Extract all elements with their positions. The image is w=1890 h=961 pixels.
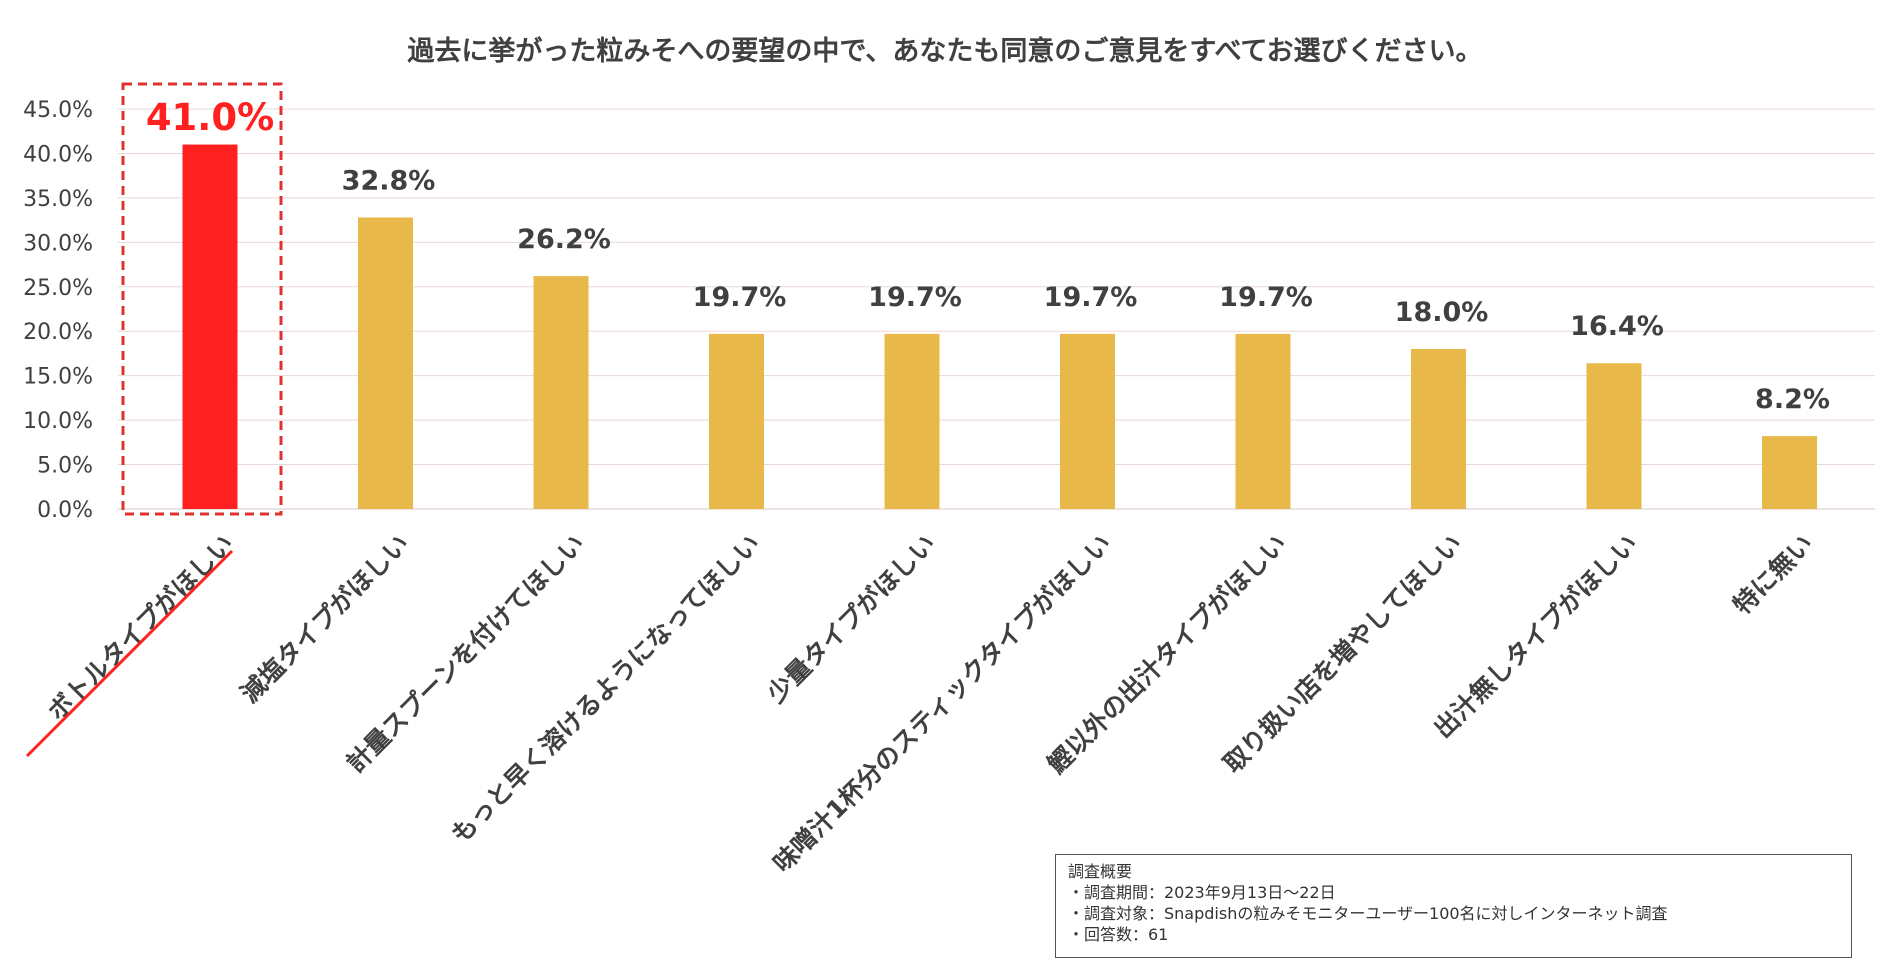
y-tick-label: 40.0%: [23, 142, 93, 167]
category-label: 少量タイプがほしい: [761, 529, 941, 709]
survey-period: ・調査期間：2023年9月13日～22日: [1068, 883, 1336, 902]
y-tick-label: 20.0%: [23, 320, 93, 345]
category-label: 減塩タイプがほしい: [235, 529, 415, 709]
highlight-underline: [25, 549, 234, 758]
bar: [533, 276, 589, 509]
data-label: 16.4%: [1570, 311, 1664, 342]
y-tick-label: 35.0%: [23, 187, 93, 212]
y-tick-label: 0.0%: [37, 498, 93, 523]
data-label: 41.0%: [146, 96, 274, 139]
bar: [1586, 363, 1642, 509]
survey-heading: 調査概要: [1068, 862, 1133, 881]
category-label: 味噌汁1杯分のスティックタイプがほしい: [767, 529, 1116, 878]
data-label: 19.7%: [868, 282, 962, 313]
bar: [1060, 333, 1115, 509]
y-tick-label: 5.0%: [37, 454, 93, 479]
y-tick-label: 45.0%: [23, 98, 93, 123]
y-tick-label: 10.0%: [23, 409, 93, 434]
data-label: 26.2%: [517, 224, 611, 255]
survey-responses: ・回答数：61: [1068, 925, 1169, 944]
data-label: 19.7%: [693, 282, 787, 313]
survey-summary-box: 調査概要 ・調査期間：2023年9月13日～22日 ・調査対象：Snapdish…: [1055, 854, 1852, 958]
category-label: ボトルタイプがほしい: [42, 529, 239, 726]
bar: [709, 333, 764, 509]
chart-title: 過去に挙がった粒みそへの要望の中で、あなたも同意のご意見をすべてお選びください。: [407, 35, 1482, 67]
data-label: 8.2%: [1755, 384, 1830, 415]
y-tick-label: 30.0%: [23, 231, 93, 256]
category-label: もっと早く溶けるようになってほしい: [446, 529, 766, 849]
data-label: 18.0%: [1395, 297, 1489, 328]
data-label: 19.7%: [1044, 282, 1138, 313]
bar: [1235, 333, 1291, 509]
category-label: 特に無い: [1728, 529, 1819, 620]
data-label: 19.7%: [1219, 282, 1313, 313]
bar: [182, 144, 238, 510]
bar: [884, 333, 940, 509]
bar: [358, 217, 413, 509]
highlight-box: [121, 82, 283, 516]
survey-target: ・調査対象：Snapdishの粒みそモニターユーザー100名に対しインターネット…: [1068, 904, 1668, 923]
bar: [1411, 349, 1466, 509]
y-tick-label: 25.0%: [23, 276, 93, 301]
bar: [1762, 436, 1817, 509]
category-label: 出汁無しタイプがほしい: [1428, 529, 1643, 744]
data-label: 32.8%: [342, 165, 436, 196]
y-tick-label: 15.0%: [23, 365, 93, 390]
